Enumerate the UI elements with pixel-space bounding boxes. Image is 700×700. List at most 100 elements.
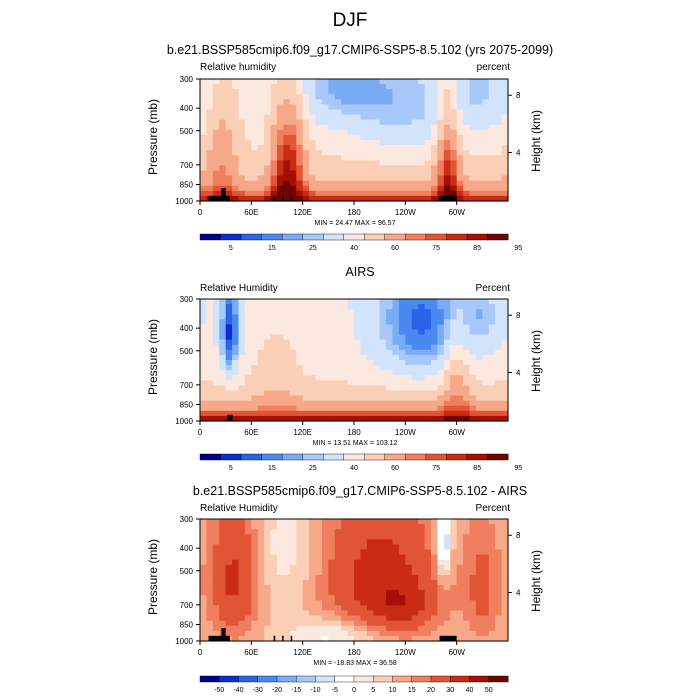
heatmap-cell (379, 615, 387, 622)
heatmap-cell (244, 620, 252, 627)
heatmap-cell (238, 129, 246, 136)
heatmap-cell (309, 165, 317, 172)
heatmap-cell (264, 410, 272, 417)
heatmap-cell (418, 564, 426, 571)
heatmap-cell (405, 84, 413, 90)
heatmap-cell (411, 600, 419, 607)
heatmap-cell (283, 620, 291, 627)
heatmap-cell (251, 610, 259, 617)
heatmap-cell (475, 635, 483, 642)
heatmap-cell (238, 349, 246, 356)
heatmap-cell (463, 580, 471, 586)
heatmap-cell (418, 129, 426, 136)
heatmap-cell (469, 89, 477, 95)
heatmap-cell (424, 539, 432, 546)
heatmap-cell (360, 519, 368, 525)
heatmap-cell (360, 625, 368, 632)
heatmap-cell (296, 630, 304, 637)
heatmap-cell (225, 580, 233, 586)
heatmap-cell (206, 390, 214, 397)
heatmap-cell (424, 519, 432, 525)
heatmap-cell (488, 605, 496, 612)
heatmap-cell (392, 585, 400, 591)
heatmap-cell (321, 620, 329, 627)
heatmap-cell (360, 195, 368, 202)
heatmap-cell (354, 549, 362, 556)
heatmap-cell (238, 590, 246, 596)
heatmap-cell (405, 580, 413, 586)
heatmap-cell (495, 554, 503, 561)
heatmap-cell (257, 180, 265, 187)
heatmap-cell (443, 380, 451, 387)
heatmap-cell (398, 410, 406, 417)
heatmap-cell (264, 150, 272, 156)
heatmap-cell (456, 395, 464, 402)
heatmap-cell (386, 630, 394, 637)
heatmap-cell (270, 519, 278, 525)
heatmap-cell (501, 360, 509, 366)
heatmap-cell (277, 544, 285, 551)
heatmap-cell (334, 119, 342, 126)
heatmap-cell (469, 155, 477, 161)
heatmap-cell (379, 625, 387, 632)
heatmap-cell (392, 534, 400, 540)
heatmap-cell (302, 140, 310, 146)
heatmap-cell (289, 524, 297, 530)
heatmap-cell (392, 574, 400, 581)
heatmap-cell (257, 150, 265, 156)
heatmap-cell (418, 559, 426, 566)
heatmap-cell (501, 544, 509, 551)
heatmap-cell (341, 605, 349, 612)
heatmap-cell (379, 89, 387, 95)
heatmap-cell (482, 400, 490, 407)
heatmap-cell (257, 170, 265, 177)
heatmap-cell (296, 405, 304, 412)
colorbar-box (392, 675, 413, 683)
heatmap-cell (431, 524, 439, 530)
heatmap-cell (354, 519, 362, 525)
heatmap-cell (315, 544, 323, 551)
heatmap-cell (283, 195, 291, 202)
heatmap-cell (373, 605, 381, 612)
heatmap-cell (270, 145, 278, 151)
heatmap-cell (264, 165, 272, 172)
heatmap-cell (334, 410, 342, 417)
heatmap-cell (264, 79, 272, 85)
heatmap-cell (244, 365, 252, 371)
heatmap-cell (398, 365, 406, 371)
heatmap-cell (501, 314, 509, 320)
heatmap-cell (264, 124, 272, 131)
heatmap-cell (366, 329, 374, 336)
heatmap-cell (431, 195, 439, 202)
heatmap-cell (418, 324, 426, 331)
heatmap-cell (431, 314, 439, 320)
heatmap-cell (289, 319, 297, 326)
heatmap-cell (469, 605, 477, 612)
heatmap-cell (283, 175, 291, 182)
heatmap-cell (360, 134, 368, 141)
heatmap-cell (398, 405, 406, 412)
heatmap-cell (225, 385, 233, 392)
heatmap-cell (418, 519, 426, 525)
heatmap-cell (212, 585, 220, 591)
heatmap-cell (443, 395, 451, 402)
heatmap-cell (296, 519, 304, 525)
heatmap-cell (411, 324, 419, 331)
heatmap-cell (232, 140, 240, 146)
heatmap-cell (469, 104, 477, 111)
heatmap-cell (424, 165, 432, 172)
heatmap-cell (200, 554, 208, 561)
heatmap-cell (488, 615, 496, 622)
heatmap-cell (251, 370, 259, 376)
heatmap-cell (264, 585, 272, 591)
heatmap-cell (379, 534, 387, 540)
heatmap-cell (200, 155, 208, 161)
heatmap-cell (405, 595, 413, 601)
heatmap-cell (360, 605, 368, 612)
heatmap-cell (411, 574, 419, 581)
heatmap-cell (257, 554, 265, 561)
heatmap-cell (379, 324, 387, 331)
heatmap-cell (450, 615, 458, 622)
heatmap-cell (251, 104, 259, 111)
heatmap-cell (212, 304, 220, 310)
